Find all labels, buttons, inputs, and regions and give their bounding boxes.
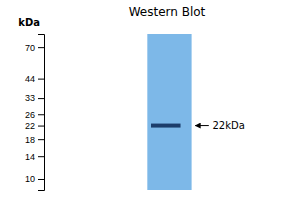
y-tick-label: 70: [25, 43, 35, 53]
y-tick-label: 18: [25, 135, 35, 145]
y-tick-mark: [38, 79, 44, 80]
y-tick-label: 14: [25, 152, 35, 162]
y-tick: 18: [25, 135, 44, 145]
y-axis-line: [38, 35, 45, 191]
y-label: kDa: [18, 17, 40, 28]
y-tick: 44: [25, 74, 44, 84]
y-tick: 26: [25, 110, 44, 120]
band: [151, 124, 181, 128]
arrow: [195, 125, 209, 126]
annotations: 22kDa: [195, 120, 245, 131]
y-tick: 10: [25, 174, 44, 184]
y-tick-mark: [38, 179, 44, 180]
y-tick-mark: [38, 114, 44, 115]
y-tick-mark: [38, 126, 44, 127]
gel: [147, 34, 191, 190]
y-tick-mark: [38, 47, 44, 48]
y-tick: 22: [25, 121, 44, 131]
y-tick-mark: [38, 98, 44, 99]
chart: 70 44 33 2622 18 14 10 22kDa kDa Western Blot: [0, 0, 300, 200]
y-axis: 70 44 33 2622 18 14 10: [25, 35, 45, 191]
y-tick-mark: [38, 139, 44, 140]
y-tick-label: 10: [25, 174, 35, 184]
y-tick-label: 33: [25, 93, 35, 103]
plot: 70 44 33 2622 18 14 10 22kDa: [25, 34, 245, 191]
y-tick-mark: [38, 156, 44, 157]
y-tick: 33: [25, 93, 44, 103]
title: Western Blot: [129, 5, 206, 19]
y-tick: 14: [25, 152, 44, 162]
y-tick-label: 26: [25, 110, 35, 120]
data-label: 22kDa: [213, 120, 245, 131]
marks: [147, 34, 191, 190]
y-tick: 70: [25, 43, 44, 53]
y-tick-label: 22: [25, 121, 35, 131]
y-tick-label: 44: [25, 74, 35, 84]
